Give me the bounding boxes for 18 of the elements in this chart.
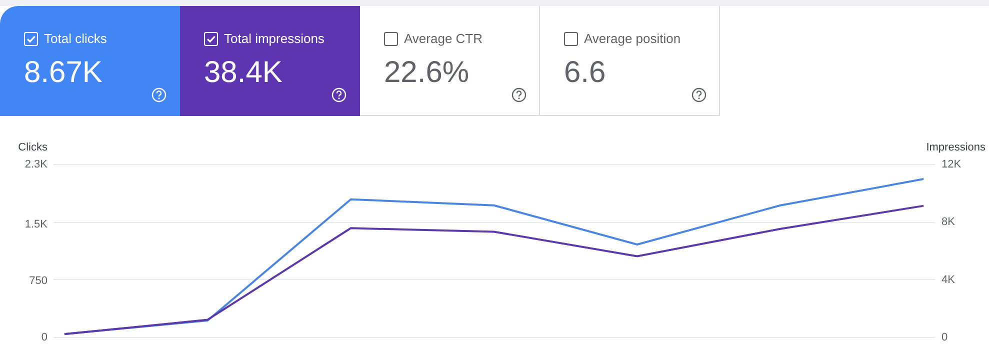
text: Total clicks: [44, 31, 107, 46]
y-axis-title: Clicks: [18, 142, 48, 154]
text: 8.67K: [24, 56, 102, 90]
text: 6.6: [564, 56, 606, 90]
text: Total impressions: [224, 31, 324, 46]
y-tick-label: 0: [41, 332, 48, 344]
y2-tick-label: 4K: [942, 274, 956, 286]
y-tick-label: 2.3K: [24, 158, 48, 170]
y-tick-label: 750: [29, 275, 48, 288]
text: 38.4K: [204, 56, 282, 90]
y2-tick-label: 8K: [942, 216, 956, 228]
text: Average position: [584, 31, 681, 46]
text: 22.6%: [384, 56, 470, 90]
text: Average CTR: [404, 31, 483, 46]
y2-tick-label: 12K: [942, 158, 962, 170]
y2-axis-title: Impressions: [926, 142, 986, 154]
y2-tick-label: 0: [942, 332, 948, 344]
y-tick-label: 1.5K: [24, 218, 48, 231]
